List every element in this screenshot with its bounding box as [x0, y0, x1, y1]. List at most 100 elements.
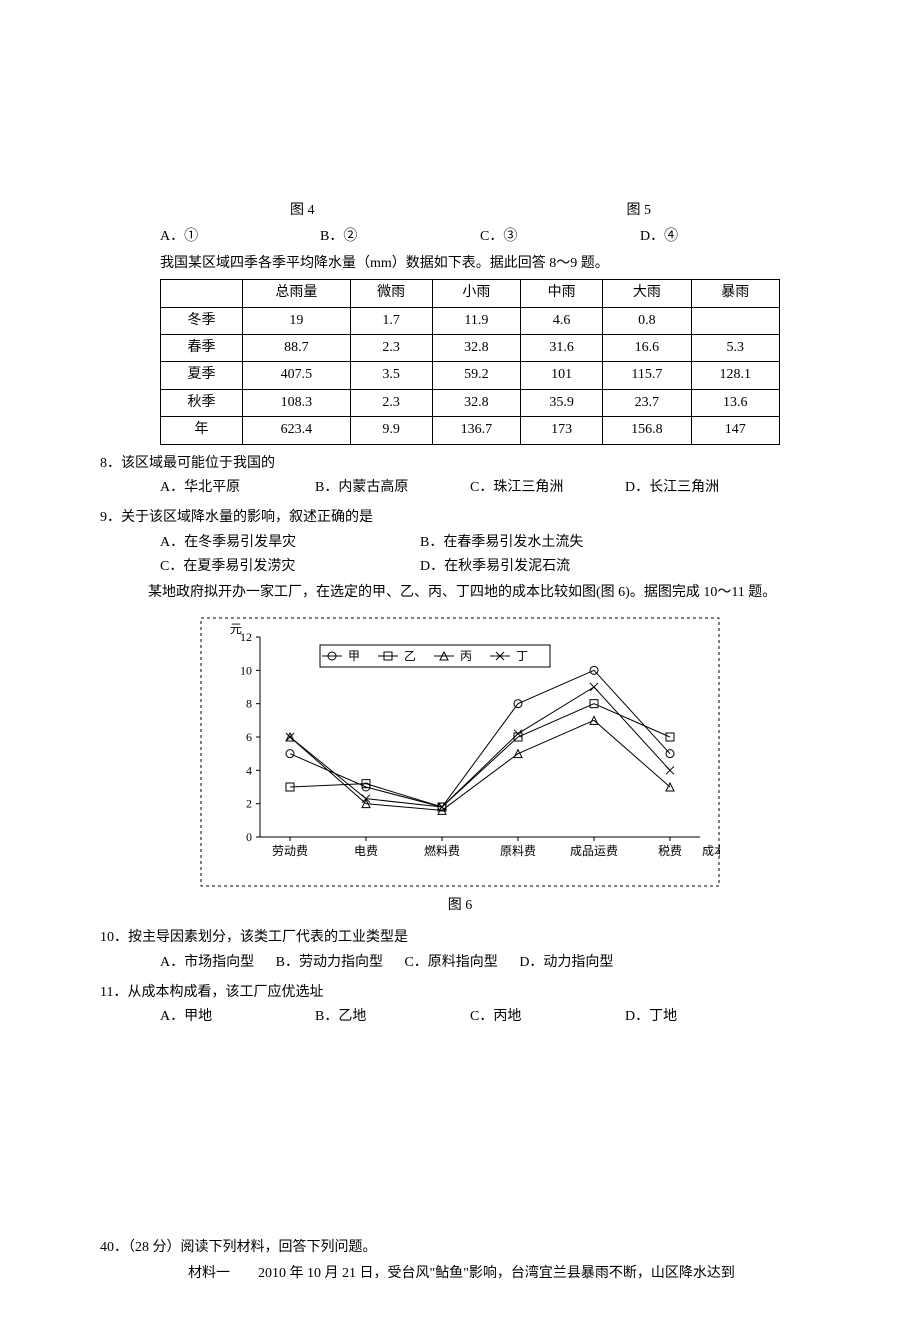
material-text: 2010 年 10 月 21 日，受台风"鲇鱼"影响，台湾宜兰县暴雨不断，山区降… — [258, 1266, 735, 1281]
q11-options: A．甲地 B．乙地 C．丙地 D．丁地 — [100, 1006, 820, 1028]
q10-intro: 某地政府拟开办一家工厂，在选定的甲、乙、丙、丁四地的成本比较如图(图 6)。据图… — [100, 582, 820, 604]
q10-opt-b: B．劳动力指向型 — [276, 952, 383, 974]
q7-opt-a: A．① — [160, 226, 320, 248]
q10: 10．按主导因素划分，该类工厂代表的工业类型是 — [100, 927, 820, 949]
fig4-caption: 图 4 — [290, 200, 315, 222]
q9-opts-ab: A．在冬季易引发旱灾 B．在春季易引发水土流失 — [100, 532, 820, 554]
table-cell: 88.7 — [243, 334, 351, 361]
table-cell: 623.4 — [243, 417, 351, 444]
q8-num: 8． — [100, 456, 121, 471]
q7-opt-d: D．④ — [640, 226, 800, 248]
q11: 11．从成本构成看，该工厂应优选址 — [100, 982, 820, 1004]
q8-opt-b: B．内蒙古高原 — [315, 477, 470, 499]
svg-text:税费: 税费 — [658, 844, 682, 858]
q10-num: 10． — [100, 930, 128, 945]
svg-text:2: 2 — [246, 797, 252, 811]
q9-opts-cd: C．在夏季易引发涝灾 D．在秋季易引发泥石流 — [100, 556, 820, 578]
table-cell: 147 — [691, 417, 779, 444]
svg-text:劳动费: 劳动费 — [272, 844, 308, 858]
table-cell: 2.3 — [350, 389, 432, 416]
q9-num: 9． — [100, 510, 121, 525]
table-cell: 16.6 — [603, 334, 691, 361]
q11-opt-a: A．甲地 — [160, 1006, 315, 1028]
table-cell: 101 — [521, 362, 603, 389]
q40: 40．（28 分）阅读下列材料，回答下列问题。 — [100, 1237, 820, 1259]
q9-opt-a: A．在冬季易引发旱灾 — [160, 532, 420, 554]
q8-opt-d: D．长江三角洲 — [625, 477, 780, 499]
table-cell: 35.9 — [521, 389, 603, 416]
q11-opt-d: D．丁地 — [625, 1006, 780, 1028]
table-cell: 年 — [161, 417, 243, 444]
th-xiao: 小雨 — [432, 280, 520, 307]
table-cell: 1.7 — [350, 307, 432, 334]
svg-text:元: 元 — [230, 622, 242, 636]
th-da: 大雨 — [603, 280, 691, 307]
svg-text:丁: 丁 — [516, 649, 528, 663]
q40-material: 材料一 2010 年 10 月 21 日，受台风"鲇鱼"影响，台湾宜兰县暴雨不断… — [100, 1263, 820, 1285]
table-cell: 春季 — [161, 334, 243, 361]
q10-text: 按主导因素划分，该类工厂代表的工业类型是 — [128, 930, 408, 945]
q10-opt-d: D．动力指向型 — [519, 952, 613, 974]
table-cell: 407.5 — [243, 362, 351, 389]
q9-opt-c: C．在夏季易引发涝灾 — [160, 556, 420, 578]
table-row: 年623.49.9136.7173156.8147 — [161, 417, 780, 444]
q9-opt-b: B．在春季易引发水土流失 — [420, 532, 583, 554]
table-cell: 115.7 — [603, 362, 691, 389]
fig5-caption: 图 5 — [627, 200, 652, 222]
q11-opt-b: B．乙地 — [315, 1006, 470, 1028]
table-cell: 冬季 — [161, 307, 243, 334]
q8: 8．该区域最可能位于我国的 — [100, 453, 820, 475]
q10-options: A．市场指向型 B．劳动力指向型 C．原料指向型 D．动力指向型 — [100, 952, 820, 974]
q10-opt-a: A．市场指向型 — [160, 952, 254, 974]
th-blank — [161, 280, 243, 307]
th-bao: 暴雨 — [691, 280, 779, 307]
th-zhong: 中雨 — [521, 280, 603, 307]
table-cell: 2.3 — [350, 334, 432, 361]
table-cell: 128.1 — [691, 362, 779, 389]
rain-table: 总雨量 微雨 小雨 中雨 大雨 暴雨 冬季191.711.94.60.8春季88… — [160, 279, 780, 444]
table-cell: 19 — [243, 307, 351, 334]
q40-num: 40． — [100, 1240, 128, 1255]
q8-opt-c: C．珠江三角洲 — [470, 477, 625, 499]
table-cell: 秋季 — [161, 389, 243, 416]
material-label: 材料一 — [188, 1266, 230, 1281]
svg-text:10: 10 — [240, 663, 252, 677]
q7-options: A．① B．② C．③ D．④ — [100, 226, 820, 248]
table-cell: 32.8 — [432, 334, 520, 361]
table-cell: 23.7 — [603, 389, 691, 416]
fig6-caption: 图 6 — [100, 895, 820, 917]
q10-opt-c: C．原料指向型 — [404, 952, 497, 974]
q7-opt-c: C．③ — [480, 226, 640, 248]
table-cell: 108.3 — [243, 389, 351, 416]
svg-text:丙: 丙 — [460, 649, 472, 663]
q40-text: （28 分）阅读下列材料，回答下列问题。 — [128, 1240, 377, 1255]
table-cell: 夏季 — [161, 362, 243, 389]
svg-text:电费: 电费 — [354, 844, 378, 858]
q11-num: 11． — [100, 985, 127, 1000]
table-cell — [691, 307, 779, 334]
svg-text:6: 6 — [246, 730, 252, 744]
table-cell: 31.6 — [521, 334, 603, 361]
q8-opt-a: A．华北平原 — [160, 477, 315, 499]
q9: 9．关于该区域降水量的影响，叙述正确的是 — [100, 507, 820, 529]
table-cell: 13.6 — [691, 389, 779, 416]
q9-text: 关于该区域降水量的影响，叙述正确的是 — [121, 510, 373, 525]
svg-text:8: 8 — [246, 697, 252, 711]
q11-opt-c: C．丙地 — [470, 1006, 625, 1028]
th-wei: 微雨 — [350, 280, 432, 307]
q11-text: 从成本构成看，该工厂应优选址 — [127, 985, 323, 1000]
table-row: 冬季191.711.94.60.8 — [161, 307, 780, 334]
svg-text:成品运费: 成品运费 — [570, 844, 618, 858]
q8-text: 该区域最可能位于我国的 — [121, 456, 275, 471]
table-cell: 11.9 — [432, 307, 520, 334]
q8-options: A．华北平原 B．内蒙古高原 C．珠江三角洲 D．长江三角洲 — [100, 477, 820, 499]
table-cell: 173 — [521, 417, 603, 444]
q7-opt-b: B．② — [320, 226, 480, 248]
svg-text:乙: 乙 — [404, 649, 416, 663]
svg-text:燃料费: 燃料费 — [424, 843, 460, 858]
table-intro: 我国某区域四季各季平均降水量（mm）数据如下表。据此回答 8～9 题。 — [100, 253, 820, 275]
table-row: 春季88.72.332.831.616.65.3 — [161, 334, 780, 361]
table-cell: 9.9 — [350, 417, 432, 444]
table-cell: 4.6 — [521, 307, 603, 334]
q9-opt-d: D．在秋季易引发泥石流 — [420, 556, 570, 578]
